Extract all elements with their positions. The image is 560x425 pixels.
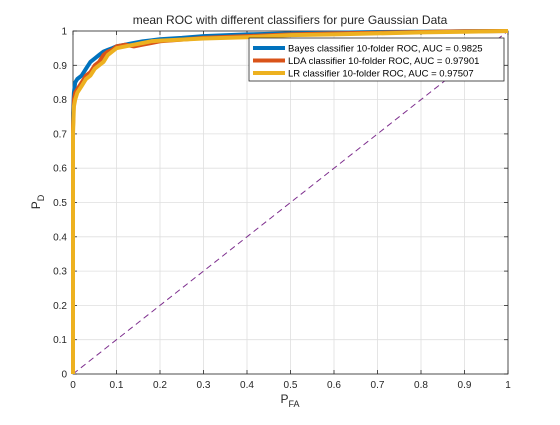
- x-axis-label-main: P: [280, 392, 288, 406]
- y-tick-label: 0.2: [53, 301, 67, 312]
- x-tick-label: 0.8: [414, 380, 428, 391]
- y-axis-label: PD: [29, 194, 46, 209]
- x-tick-label: 0.7: [371, 380, 385, 391]
- legend-label-2: LR classifier 10-folder ROC, AUC = 0.975…: [288, 69, 474, 80]
- series-line-2: [71, 29, 509, 374]
- y-tick-label: 0.8: [53, 95, 67, 106]
- chart-title: mean ROC with different classifiers for …: [133, 13, 448, 27]
- x-tick-label: 0.1: [110, 380, 124, 391]
- x-axis-label: PFA: [280, 392, 299, 409]
- y-tick-label: 0.5: [53, 198, 67, 209]
- x-tick-label: 0.2: [153, 380, 167, 391]
- chance-reference-line: [72, 30, 509, 375]
- legend: Bayes classifier 10-folder ROC, AUC = 0.…: [248, 37, 505, 82]
- y-axis-label-sub: D: [36, 194, 46, 201]
- y-tick-label: 0.4: [53, 232, 67, 243]
- x-tick-label: 0.4: [240, 380, 254, 391]
- y-tick-label: 0.7: [53, 129, 67, 140]
- x-tick-label: 0: [70, 380, 76, 391]
- legend-label-1: LDA classifier 10-folder ROC, AUC = 0.97…: [288, 56, 479, 67]
- x-tick-label: 1: [505, 380, 511, 391]
- y-tick-label: 0.1: [53, 335, 67, 346]
- y-tick-label: 0: [61, 370, 67, 381]
- x-tick-label: 0.9: [458, 380, 472, 391]
- y-tick-label: 1: [61, 27, 67, 38]
- y-tick-label: 0.9: [53, 61, 67, 72]
- legend-box: [248, 37, 505, 82]
- y-axis-label-main: P: [29, 201, 43, 209]
- x-tick-label: 0.6: [327, 380, 341, 391]
- x-axis-label-sub: FA: [289, 399, 300, 409]
- y-tick-label: 0.3: [53, 267, 67, 278]
- x-tick-label: 0.3: [197, 380, 211, 391]
- y-tick-label: 0.6: [53, 164, 67, 175]
- legend-label-0: Bayes classifier 10-folder ROC, AUC = 0.…: [288, 44, 483, 55]
- x-tick-label: 0.5: [284, 380, 298, 391]
